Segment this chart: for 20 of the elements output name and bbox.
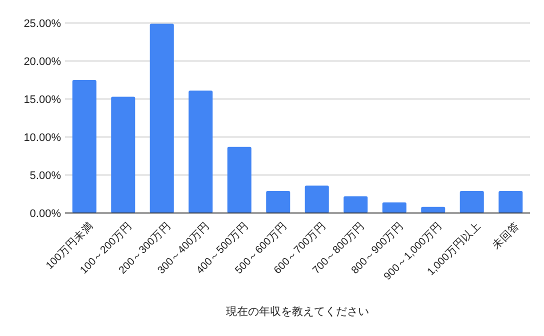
bar <box>150 24 174 213</box>
y-tick-label: 20.00% <box>24 56 62 68</box>
y-tick-label: 15.00% <box>24 94 62 106</box>
bar <box>188 90 213 213</box>
y-tick-label: 25.00% <box>24 18 62 30</box>
y-tick-label: 10.00% <box>24 132 62 144</box>
bar <box>304 186 329 213</box>
bar <box>498 190 523 213</box>
x-axis-title: 現在の年収を教えてください <box>226 305 369 318</box>
y-tick-label: 5.00% <box>30 170 62 182</box>
x-tick-label: 未回答 <box>489 219 522 252</box>
bar <box>421 206 446 213</box>
bar <box>382 202 406 213</box>
bar <box>72 80 96 213</box>
bar <box>111 96 136 213</box>
bar <box>344 196 368 213</box>
y-tick-label: 0.00% <box>30 208 62 220</box>
bar <box>460 190 484 213</box>
bar <box>227 146 252 213</box>
bar <box>266 190 290 213</box>
